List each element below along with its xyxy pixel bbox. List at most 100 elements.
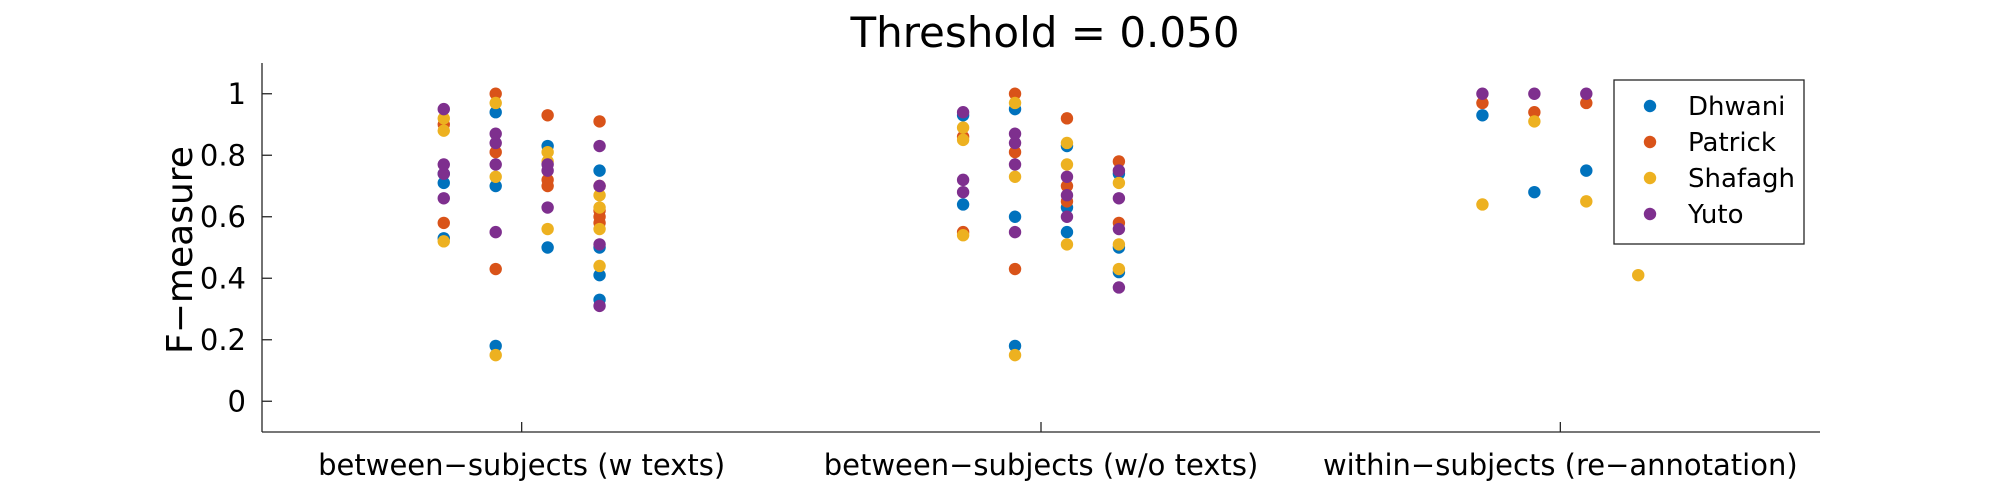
x-category-label: between−subjects (w texts) bbox=[318, 448, 725, 482]
legend-marker bbox=[1643, 99, 1657, 113]
data-point bbox=[1632, 268, 1645, 282]
y-axis-title: F−measure bbox=[160, 146, 201, 354]
legend-marker bbox=[1643, 207, 1657, 221]
data-point bbox=[1580, 87, 1593, 100]
data-point bbox=[593, 238, 606, 251]
x-category-label: within−subjects (re−annotation) bbox=[1323, 448, 1798, 482]
data-point bbox=[1112, 176, 1126, 190]
data-point bbox=[489, 179, 502, 193]
data-point bbox=[437, 176, 450, 190]
data-point bbox=[437, 102, 450, 116]
y-tick-label: 0.6 bbox=[200, 200, 246, 234]
legend-label: Patrick bbox=[1688, 128, 1776, 158]
series-dhwani bbox=[437, 102, 1645, 353]
data-point bbox=[1580, 195, 1593, 208]
data-point bbox=[1112, 238, 1126, 251]
data-point bbox=[1060, 210, 1074, 223]
data-point bbox=[1476, 87, 1489, 100]
data-point bbox=[1580, 96, 1593, 110]
data-point bbox=[489, 225, 502, 239]
data-point bbox=[1060, 179, 1074, 193]
data-point bbox=[593, 201, 606, 214]
legend-label: Dhwani bbox=[1688, 92, 1785, 122]
data-point bbox=[1112, 155, 1126, 168]
data-point bbox=[541, 109, 554, 122]
data-point bbox=[489, 127, 502, 140]
data-point bbox=[489, 348, 502, 362]
data-point bbox=[489, 339, 502, 353]
data-point bbox=[1476, 109, 1489, 122]
data-point bbox=[1060, 170, 1074, 183]
data-points bbox=[437, 87, 1645, 362]
data-point bbox=[1528, 185, 1541, 199]
legend-label: Shafagh bbox=[1688, 164, 1795, 194]
data-point bbox=[1008, 210, 1022, 223]
data-point bbox=[593, 299, 606, 313]
data-point bbox=[489, 145, 502, 159]
data-point bbox=[437, 235, 450, 248]
y-tick-label: 0.8 bbox=[200, 138, 246, 172]
data-point bbox=[956, 106, 970, 119]
data-point bbox=[1112, 281, 1126, 294]
data-point bbox=[593, 139, 606, 153]
data-point bbox=[1528, 106, 1541, 119]
data-point bbox=[1476, 96, 1489, 110]
data-point bbox=[541, 145, 554, 159]
data-point bbox=[1008, 96, 1022, 110]
data-point bbox=[1008, 136, 1022, 150]
data-point bbox=[1528, 115, 1541, 128]
data-point bbox=[489, 262, 502, 276]
y-tick-label: 0 bbox=[228, 384, 246, 418]
data-point bbox=[1528, 87, 1541, 100]
data-point bbox=[489, 96, 502, 110]
legend-marker bbox=[1643, 171, 1657, 185]
data-point bbox=[489, 158, 502, 171]
data-point bbox=[437, 192, 450, 205]
data-point bbox=[437, 167, 450, 180]
data-point bbox=[1476, 198, 1489, 211]
data-point bbox=[593, 164, 606, 177]
data-point bbox=[489, 170, 502, 183]
data-point bbox=[593, 189, 606, 202]
data-point bbox=[956, 133, 970, 147]
legend-marker bbox=[1643, 135, 1657, 149]
data-point bbox=[593, 179, 606, 193]
data-point bbox=[1060, 136, 1074, 150]
data-point bbox=[956, 173, 970, 187]
data-point bbox=[1008, 127, 1022, 140]
data-point bbox=[956, 121, 970, 134]
data-point bbox=[489, 136, 502, 150]
data-point bbox=[956, 185, 970, 199]
chart-title: Threshold = 0.050 bbox=[849, 8, 1239, 57]
data-point bbox=[1008, 87, 1022, 100]
data-point bbox=[956, 229, 970, 242]
data-point bbox=[1008, 262, 1022, 276]
data-point bbox=[489, 106, 502, 119]
data-point bbox=[593, 259, 606, 273]
legend: Dhwani Patrick Shafagh Yuto bbox=[1613, 79, 1805, 245]
data-point bbox=[437, 112, 450, 125]
data-point bbox=[1112, 192, 1126, 205]
data-point bbox=[1008, 145, 1022, 159]
data-point bbox=[541, 222, 554, 236]
data-point bbox=[437, 124, 450, 137]
data-point bbox=[593, 115, 606, 128]
x-category-label: between−subjects (w/o texts) bbox=[824, 448, 1259, 482]
data-point bbox=[541, 201, 554, 214]
data-point bbox=[541, 173, 554, 187]
data-point bbox=[1580, 164, 1593, 177]
data-point bbox=[1112, 222, 1126, 236]
data-point bbox=[541, 158, 554, 171]
data-point bbox=[489, 87, 502, 100]
data-point bbox=[1008, 170, 1022, 183]
y-tick-label: 1 bbox=[228, 77, 246, 111]
data-point bbox=[1008, 348, 1022, 362]
data-point bbox=[1008, 158, 1022, 171]
data-point bbox=[1060, 158, 1074, 171]
y-tick-label: 0.2 bbox=[200, 323, 246, 357]
data-point bbox=[1008, 339, 1022, 353]
data-point bbox=[593, 268, 606, 282]
legend-label: Yuto bbox=[1687, 200, 1743, 230]
data-point bbox=[1060, 189, 1074, 202]
